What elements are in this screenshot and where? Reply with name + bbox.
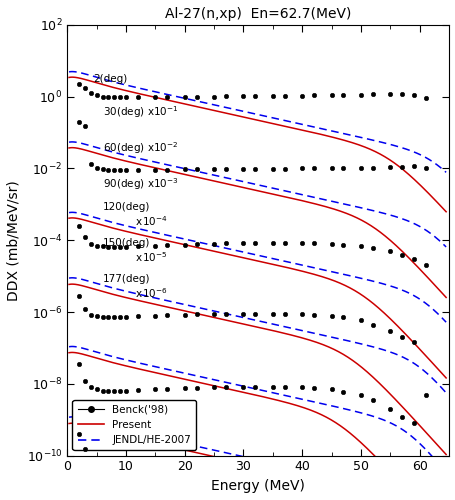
X-axis label: Energy (MeV): Energy (MeV) <box>211 479 304 493</box>
Y-axis label: DDX (mb/MeV/sr): DDX (mb/MeV/sr) <box>7 180 21 300</box>
Text: 90(deg) x10$^{-3}$: 90(deg) x10$^{-3}$ <box>102 176 178 192</box>
Text: 2(deg): 2(deg) <box>94 74 128 85</box>
Legend: Benck('98), Present, JENDL/HE-2007: Benck('98), Present, JENDL/HE-2007 <box>72 400 196 450</box>
Text: 150(deg)
          x10$^{-5}$: 150(deg) x10$^{-5}$ <box>102 238 167 264</box>
Title: Al-27(n,xp)  En=62.7(MeV): Al-27(n,xp) En=62.7(MeV) <box>165 7 351 21</box>
Text: 120(deg)
          x10$^{-4}$: 120(deg) x10$^{-4}$ <box>102 202 167 228</box>
Text: 177(deg)
          x10$^{-6}$: 177(deg) x10$^{-6}$ <box>102 274 167 300</box>
Text: 60(deg) x10$^{-2}$: 60(deg) x10$^{-2}$ <box>102 140 177 156</box>
Text: 30(deg) x10$^{-1}$: 30(deg) x10$^{-1}$ <box>102 104 178 120</box>
